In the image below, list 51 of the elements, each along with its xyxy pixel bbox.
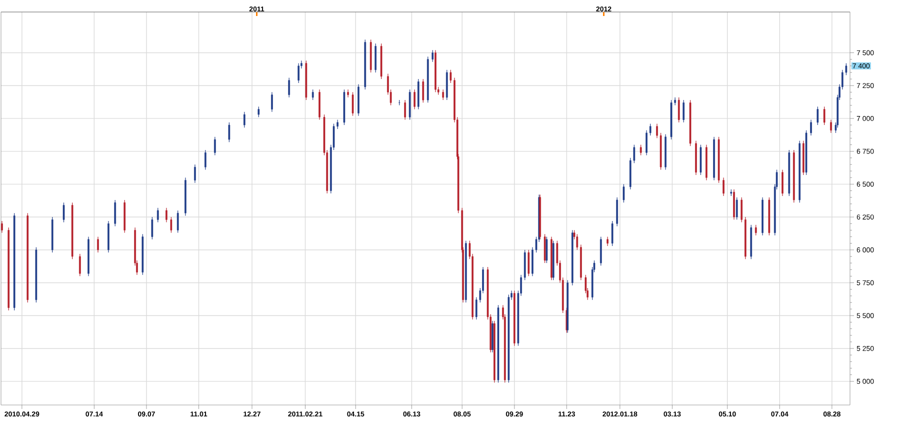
candlestick xyxy=(271,92,273,112)
candlestick xyxy=(156,208,159,223)
candlestick xyxy=(258,106,260,118)
candlestick xyxy=(649,123,652,136)
candlestick xyxy=(194,164,196,184)
candlestick xyxy=(176,210,179,234)
candlestick xyxy=(678,97,680,123)
candlestick xyxy=(214,136,216,156)
candlestick xyxy=(782,169,784,196)
candlestick xyxy=(204,150,206,170)
candlestick xyxy=(62,202,65,223)
candlestick xyxy=(810,119,812,136)
candlestick xyxy=(414,89,416,110)
candlestick xyxy=(544,234,546,264)
candlestick xyxy=(576,234,578,250)
candlestick xyxy=(432,50,434,62)
candlestick xyxy=(830,119,832,134)
candlestick xyxy=(79,254,81,276)
candlestick xyxy=(298,62,300,84)
candlestick xyxy=(616,197,618,227)
candlestick xyxy=(97,236,99,253)
candlestick xyxy=(646,130,648,156)
candlestick xyxy=(442,89,444,100)
candlestick xyxy=(374,43,377,73)
candlestick xyxy=(736,197,738,220)
candlestick xyxy=(611,220,614,246)
candlestick xyxy=(606,236,608,246)
candlestick xyxy=(347,89,349,98)
candlestick xyxy=(312,89,314,100)
candlestick xyxy=(754,224,757,236)
candlestick xyxy=(352,92,354,116)
candlestick xyxy=(640,144,642,156)
candlestick xyxy=(404,100,406,120)
candlestick xyxy=(740,197,743,223)
candlestick xyxy=(528,250,530,276)
candlestick xyxy=(228,122,230,142)
candlestick xyxy=(823,106,826,126)
candlestick xyxy=(170,216,172,234)
candlestick xyxy=(243,112,246,128)
candlestick xyxy=(546,236,548,264)
candlestick xyxy=(422,78,424,103)
candlestick xyxy=(166,208,168,223)
candlestick xyxy=(816,106,819,126)
candlestick xyxy=(288,77,290,98)
candlestick xyxy=(1,220,3,234)
candlestick xyxy=(151,216,154,240)
candlestick xyxy=(600,236,602,266)
candlestick xyxy=(114,200,116,227)
candlestick xyxy=(622,184,625,203)
candlestick xyxy=(682,100,685,123)
candlestick xyxy=(722,177,724,196)
